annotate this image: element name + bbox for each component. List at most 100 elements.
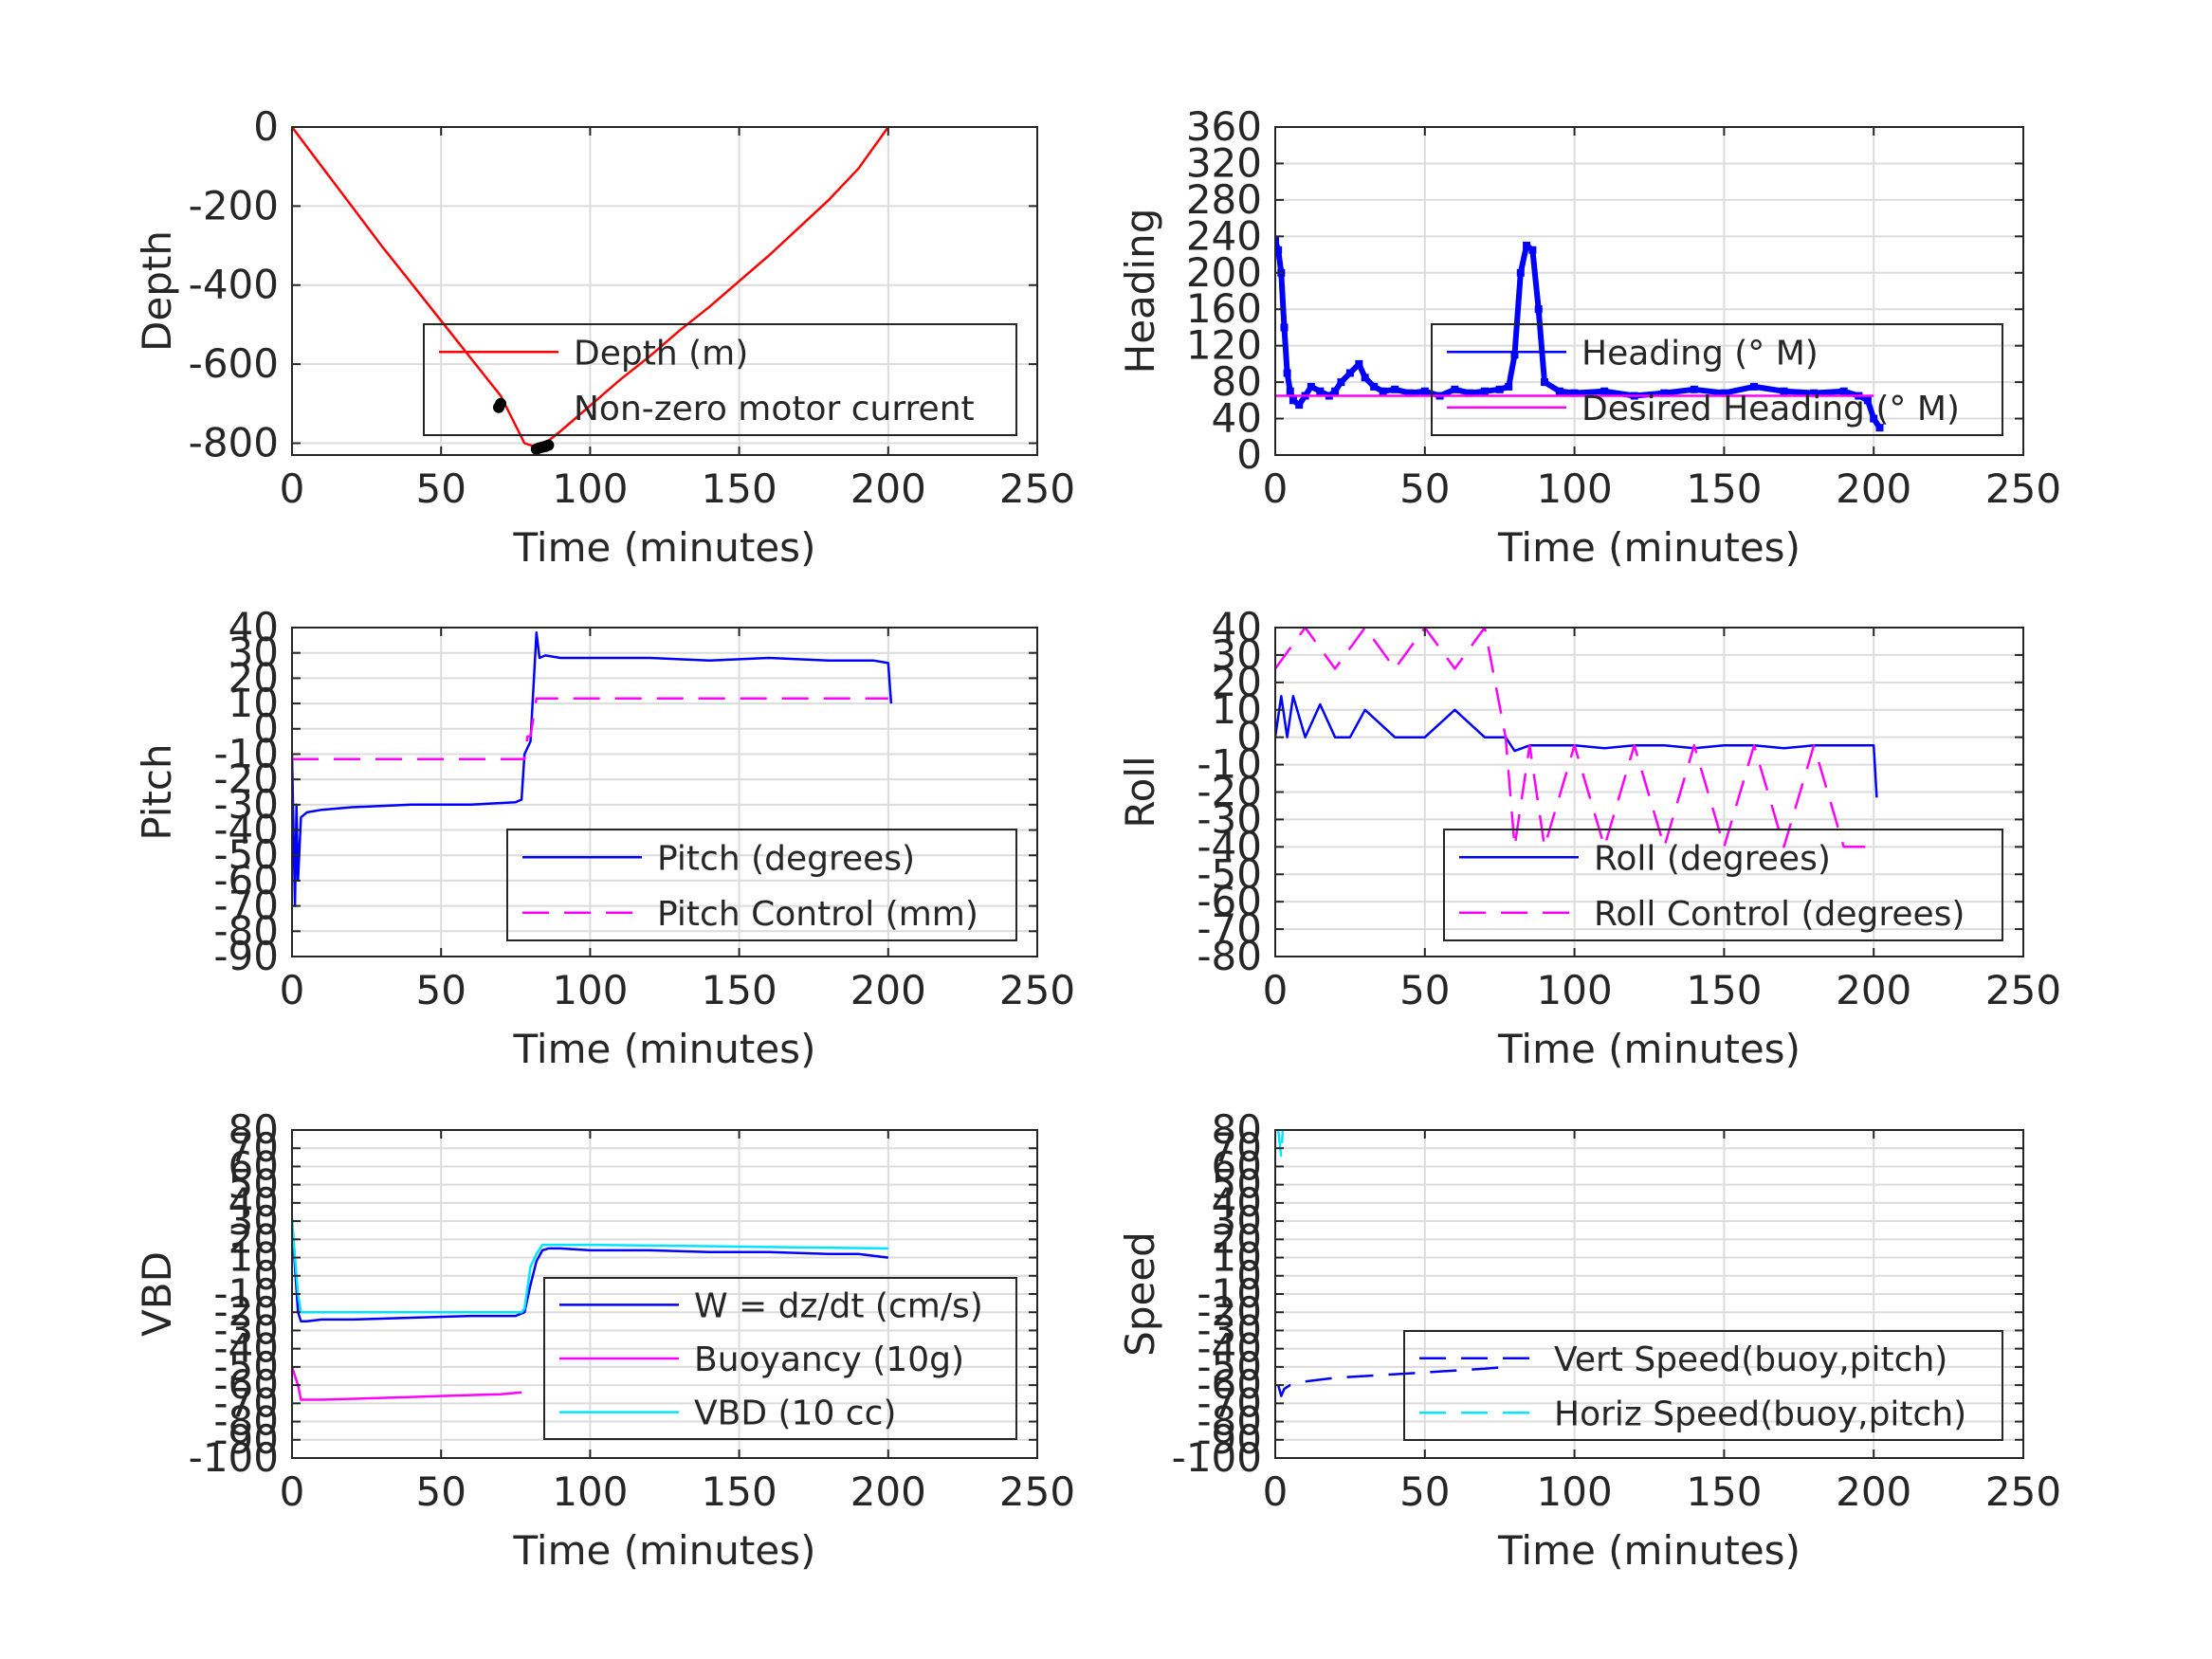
data-point — [1510, 351, 1519, 359]
data-point — [1534, 305, 1543, 314]
x-tick-label: 50 — [415, 1468, 466, 1515]
x-tick-label: 0 — [1263, 465, 1289, 512]
data-point — [1870, 414, 1878, 423]
y-tick-label: -200 — [189, 182, 279, 228]
y-tick-label: -30 — [1197, 795, 1262, 842]
series-line-2 — [1276, 1130, 1285, 1159]
axes-box — [291, 126, 1038, 456]
data-point — [1660, 389, 1669, 397]
data-point — [1295, 401, 1304, 410]
y-tick-label: 0 — [1236, 1252, 1262, 1299]
y-tick-label: -80 — [213, 1398, 279, 1445]
series-line-1 — [1275, 695, 1878, 798]
y-tick-label: -100 — [189, 1434, 279, 1481]
data-point — [1361, 374, 1369, 382]
y-tick-label: 80 — [1212, 358, 1262, 405]
y-tick-label: 280 — [1186, 176, 1262, 223]
legend-entry: Horiz Speed(buoy,pitch) — [1554, 1395, 1966, 1433]
y-tick-label: -50 — [1197, 850, 1262, 897]
x-tick-label: 250 — [999, 465, 1075, 512]
data-point — [1345, 369, 1354, 377]
y-tick-label: 360 — [1186, 103, 1262, 150]
y-tick-label: 120 — [1186, 322, 1262, 369]
data-point — [1780, 387, 1788, 395]
y-tick-label: 0 — [1236, 431, 1262, 478]
y-tick-label: 40 — [1212, 604, 1262, 650]
legend-entry: Depth (m) — [574, 334, 748, 373]
x-tick-label: 100 — [552, 967, 628, 1013]
y-tick-label: 160 — [1186, 285, 1262, 332]
data-point — [1555, 387, 1563, 395]
series-line-2 — [292, 697, 888, 761]
legend-entry: Roll (degrees) — [1594, 839, 1831, 878]
x-axis-label: Time (minutes) — [1497, 524, 1801, 571]
y-tick-label: -30 — [213, 781, 279, 828]
legend: Pitch (degrees) Pitch Control (mm) — [506, 829, 1017, 941]
data-point — [1289, 396, 1297, 405]
legend-box — [1403, 1330, 2003, 1441]
legend: Roll (degrees) Roll Control (degrees) — [1443, 829, 2003, 941]
x-tick-label: 100 — [1537, 1468, 1613, 1515]
y-tick-label: -90 — [213, 1416, 279, 1463]
legend-entry: Non-zero motor current — [574, 390, 975, 428]
y-axis-label: Heading — [1117, 209, 1163, 374]
x-tick-label: 100 — [1537, 967, 1613, 1013]
x-axis-label: Time (minutes) — [513, 1026, 816, 1072]
y-tick-label: -80 — [1197, 933, 1262, 979]
x-tick-label: 100 — [552, 1468, 628, 1515]
data-point — [1839, 387, 1848, 395]
y-tick-label: -10 — [1197, 1270, 1262, 1317]
legend-box — [423, 323, 1017, 436]
legend-swatch — [493, 401, 504, 413]
y-tick-label: -20 — [1197, 1288, 1262, 1335]
series-group — [292, 1217, 888, 1401]
y-tick-label: 70 — [1212, 1124, 1262, 1171]
data-point — [1480, 387, 1489, 395]
legend: W = dz/dt (cm/s) Buoyancy (10g) VBD (10 cc… — [543, 1277, 1017, 1440]
x-tick-label: 50 — [1399, 1468, 1450, 1515]
x-tick-label: 50 — [1399, 465, 1450, 512]
y-tick-label: 20 — [1212, 659, 1262, 705]
y-tick-label: 320 — [1186, 139, 1262, 186]
y-tick-label: 10 — [1212, 686, 1262, 733]
x-axis-label: Time (minutes) — [1497, 1527, 1801, 1574]
data-point — [1810, 389, 1819, 397]
y-tick-label: -80 — [213, 907, 279, 954]
x-tick-label: 150 — [702, 465, 777, 512]
x-axis-label: Time (minutes) — [513, 524, 816, 571]
x-tick-label: 150 — [702, 1468, 777, 1515]
series-line-1 — [1276, 1365, 1507, 1397]
y-tick-label: -600 — [189, 340, 279, 387]
series-line-1 — [292, 1221, 888, 1323]
legend-entry: W = dz/dt (cm/s) — [694, 1286, 983, 1325]
y-tick-label: 0 — [253, 705, 279, 752]
data-point — [1275, 237, 1279, 246]
x-tick-label: 150 — [1686, 967, 1762, 1013]
series-line-1 — [292, 127, 889, 448]
data-point — [1286, 387, 1294, 395]
x-tick-label: 150 — [702, 967, 777, 1013]
y-tick-label: 240 — [1186, 212, 1262, 259]
x-tick-label: 200 — [1836, 465, 1911, 512]
y-tick-label: 80 — [1212, 1106, 1262, 1153]
data-point — [1280, 323, 1289, 332]
series-line-1 — [292, 631, 893, 907]
data-point — [1516, 268, 1525, 277]
y-tick-label: -40 — [1197, 823, 1262, 869]
y-tick-label: -20 — [213, 1288, 279, 1335]
legend-box — [1431, 323, 2003, 436]
data-point — [1505, 382, 1513, 391]
data-point — [1523, 241, 1531, 249]
legend-entry: Roll Control (degrees) — [1594, 895, 1965, 934]
x-tick-label: 250 — [1985, 1468, 2061, 1515]
legend-box — [1443, 829, 2003, 941]
y-tick-label: -40 — [213, 807, 279, 853]
x-tick-label: 50 — [415, 967, 466, 1013]
y-tick-label: -60 — [213, 857, 279, 903]
y-tick-label: -30 — [1197, 1306, 1262, 1353]
y-tick-label: -60 — [1197, 878, 1262, 924]
series-line-2 — [292, 1366, 522, 1401]
legend-entry: Desired Heading (° M) — [1581, 390, 1960, 428]
chart-panel-3: 0 50 100 150 200 250403020100-10-20-30-40-50-… — [134, 604, 1075, 1072]
series-line-3 — [292, 1217, 888, 1314]
